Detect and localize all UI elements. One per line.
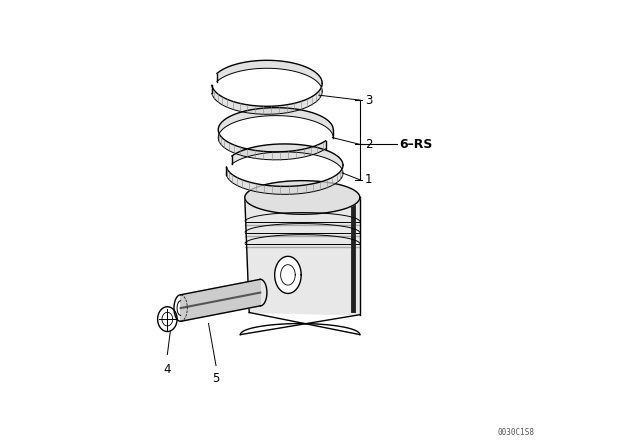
Polygon shape xyxy=(180,279,260,321)
Polygon shape xyxy=(243,198,362,321)
Text: 5: 5 xyxy=(212,372,220,385)
Polygon shape xyxy=(275,256,301,293)
Text: 4: 4 xyxy=(164,363,171,376)
Text: 0030C1S8: 0030C1S8 xyxy=(497,428,534,437)
Text: 2: 2 xyxy=(365,138,372,151)
Text: 6–RS: 6–RS xyxy=(399,138,433,151)
Text: 3: 3 xyxy=(365,94,372,107)
Polygon shape xyxy=(244,181,360,214)
Text: 1: 1 xyxy=(365,173,372,186)
Polygon shape xyxy=(244,198,360,314)
